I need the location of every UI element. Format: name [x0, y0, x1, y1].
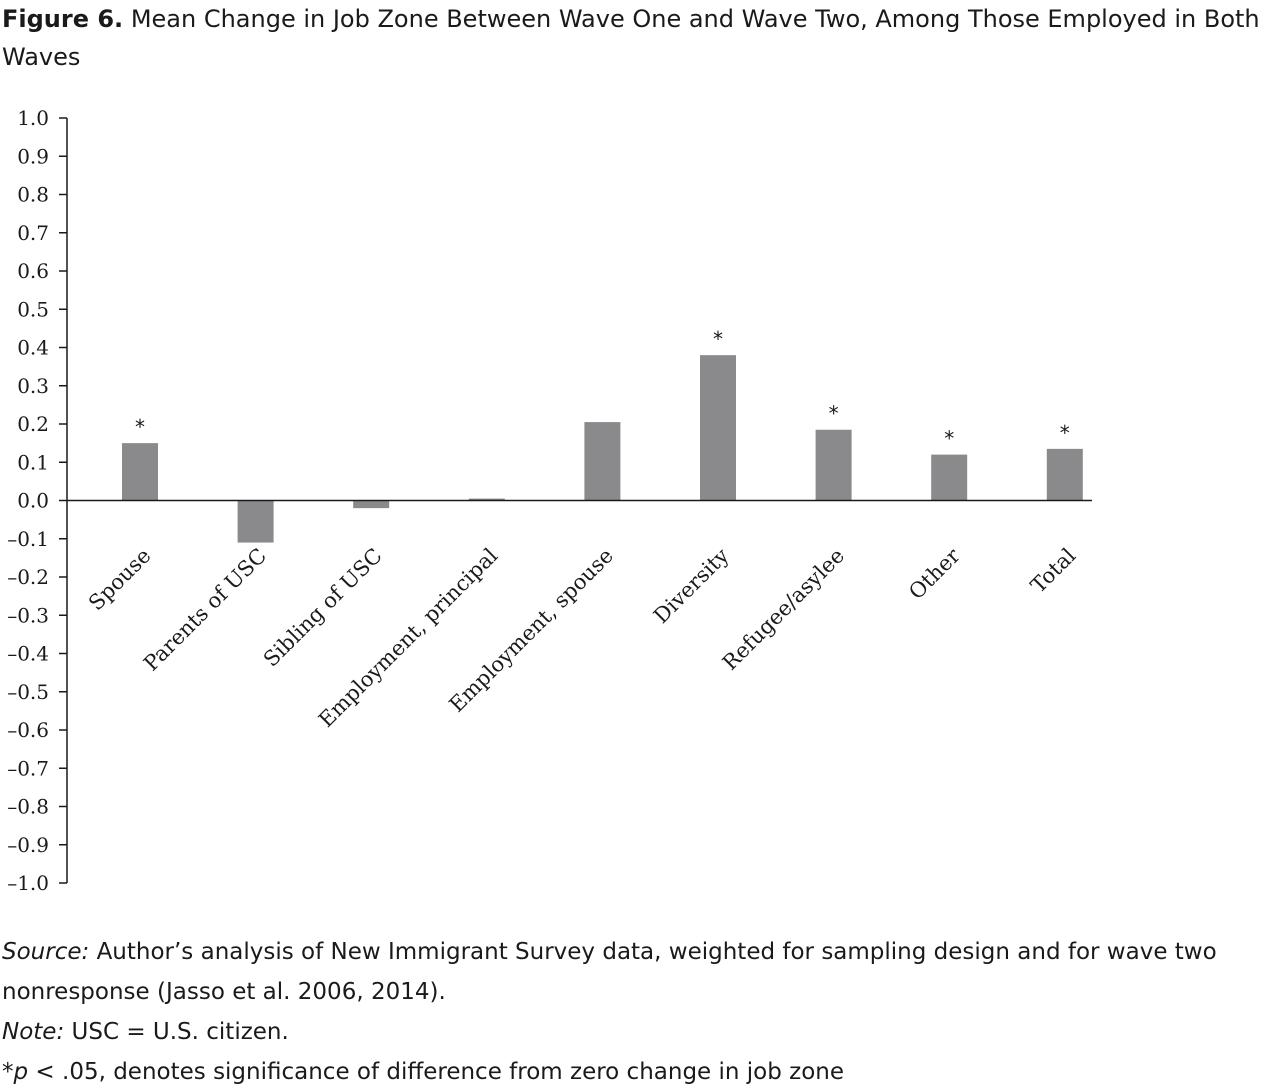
y-tick-label: –0.1: [7, 527, 49, 551]
y-tick-label: –0.2: [7, 565, 49, 589]
bar: [468, 498, 505, 501]
bar: [353, 500, 390, 509]
y-tick-label: –0.4: [7, 642, 49, 666]
y-tick-label: 0.2: [17, 412, 49, 436]
x-category-label: Refugee/asylee: [718, 544, 849, 675]
y-tick-label: –0.9: [7, 833, 49, 857]
y-tick-label: –0.7: [7, 756, 49, 780]
source-text: Author’s analysis of New Immigrant Surve…: [2, 939, 1217, 1005]
significance-marker: *: [944, 427, 954, 451]
significance-marker: *: [135, 415, 145, 439]
figure-title: Figure 6. Mean Change in Job Zone Betwee…: [2, 0, 1278, 76]
x-category-label: Diversity: [649, 543, 734, 628]
x-category-label: Total: [1026, 543, 1080, 597]
source-label: Source:: [2, 939, 90, 965]
note-label: Note:: [2, 1019, 65, 1045]
significance-marker: *: [1060, 421, 1070, 445]
bar: [584, 422, 621, 501]
y-tick-label: –0.5: [7, 680, 49, 704]
x-category-label: Sibling of USC: [259, 544, 387, 672]
bar: [815, 429, 852, 501]
bar: [931, 454, 968, 501]
bar-chart: 1.0 0.9 0.8 0.7 0.6 0.5 0.4 0.3 0.2 0.1 0.0 –0.1 –0.…: [7, 106, 1092, 895]
y-tick-label: 0.0: [17, 489, 49, 513]
figure-label: Figure 6.: [2, 5, 124, 33]
y-tick-label: 0.1: [17, 450, 49, 474]
y-tick-label: 0.6: [17, 259, 49, 283]
y-tick-label: –0.8: [7, 795, 49, 819]
bar: [237, 500, 274, 543]
note-text: USC = U.S. citizen.: [71, 1019, 289, 1045]
significance-note: *p < .05, denotes significance of differ…: [2, 1052, 1278, 1092]
y-tick-label: –0.3: [7, 603, 49, 627]
y-tick-label: 0.4: [17, 336, 49, 360]
x-category-label: Other: [904, 543, 965, 604]
bar: [1046, 448, 1083, 501]
significance-marker: *: [829, 402, 839, 426]
source-note: Source: Author’s analysis of New Immigra…: [2, 932, 1278, 1012]
y-tick-label: –0.6: [7, 718, 49, 742]
x-category-label: Parents of USC: [139, 544, 271, 676]
bar: [700, 355, 736, 501]
x-category-label: Spouse: [84, 544, 156, 616]
y-tick-label: 0.7: [17, 221, 49, 245]
figure-notes: Source: Author’s analysis of New Immigra…: [2, 932, 1278, 1092]
y-tick-label: 0.5: [17, 297, 49, 321]
significance-marker: *: [713, 327, 723, 351]
y-tick-label: 0.3: [17, 374, 49, 398]
y-tick-label: 1.0: [17, 106, 49, 130]
sig-p: p: [13, 1059, 29, 1085]
sig-prefix: *: [2, 1059, 14, 1085]
bar: [122, 443, 158, 501]
y-tick-label: –1.0: [7, 871, 49, 895]
figure-title-text: Mean Change in Job Zone Between Wave One…: [2, 5, 1260, 71]
sig-text: < .05, denotes significance of differenc…: [28, 1059, 845, 1085]
y-tick-label: 0.8: [17, 183, 49, 207]
usc-note: Note: USC = U.S. citizen.: [2, 1012, 1278, 1052]
y-tick-label: 0.9: [17, 144, 49, 168]
